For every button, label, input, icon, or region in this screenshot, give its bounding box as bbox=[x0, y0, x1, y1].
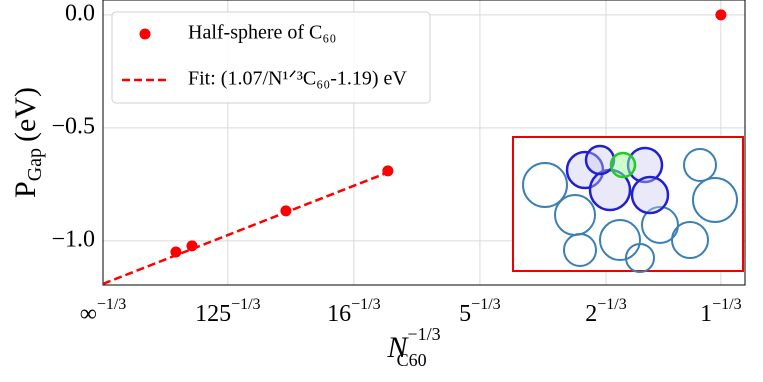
x-tick-exponent: −1/3 bbox=[231, 296, 260, 313]
inset-image bbox=[512, 136, 744, 273]
x-tick-label: 125−1/3 bbox=[195, 296, 260, 327]
y-axis-label: PGap (eV) bbox=[9, 87, 46, 198]
y-label-unit: (eV) bbox=[9, 87, 42, 142]
legend-label: Fit: (1.07/N¹ᐟ³C₆₀-1.19) eV bbox=[188, 68, 407, 90]
x-tick-label: ∞−1/3 bbox=[80, 296, 127, 327]
x-tick-label: 1−1/3 bbox=[700, 296, 741, 327]
x-tick-base: 125 bbox=[195, 301, 231, 327]
x-tick-exponent: −1/3 bbox=[712, 296, 741, 313]
x-tick-label: 16−1/3 bbox=[327, 296, 380, 327]
x-tick-base: ∞ bbox=[80, 301, 97, 327]
data-point bbox=[280, 205, 292, 217]
x-tick-base: 5 bbox=[459, 301, 471, 327]
legend-label: Half-sphere of C₆₀ bbox=[188, 22, 336, 44]
x-tick-base: 1 bbox=[700, 301, 712, 327]
x-tick-exponent: −1/3 bbox=[471, 296, 500, 313]
x-tick-label: 2−1/3 bbox=[585, 296, 626, 327]
x-tick-base: 2 bbox=[585, 301, 597, 327]
plot-frame bbox=[102, 0, 746, 286]
inset-molecules bbox=[522, 148, 738, 273]
fit-line bbox=[102, 171, 389, 286]
x-tick-exponent: −1/3 bbox=[97, 296, 126, 313]
y-label-sub: Gap bbox=[24, 148, 46, 181]
inset-blue bbox=[565, 144, 670, 215]
x-tick-label: 5−1/3 bbox=[459, 296, 500, 327]
data-point bbox=[170, 246, 182, 258]
x-tick-exponent: −1/3 bbox=[351, 296, 380, 313]
x-axis-label: N−1/3 C60 bbox=[386, 324, 440, 370]
legend-box bbox=[111, 11, 431, 104]
x-label-sub: C60 bbox=[397, 350, 427, 370]
x-label-main: N bbox=[386, 331, 409, 364]
inset-green bbox=[609, 151, 637, 179]
x-label-sup: −1/3 bbox=[407, 324, 440, 344]
y-label-main: P bbox=[9, 181, 42, 198]
data-point bbox=[715, 9, 727, 21]
x-tick-exponent: −1/3 bbox=[597, 296, 626, 313]
x-tick-base: 16 bbox=[327, 301, 351, 327]
y-tick-label: −0.5 bbox=[51, 113, 95, 139]
y-tick-label: −1.0 bbox=[51, 226, 95, 252]
legend-marker bbox=[139, 28, 151, 40]
y-tick-label: 0.0 bbox=[65, 0, 95, 26]
